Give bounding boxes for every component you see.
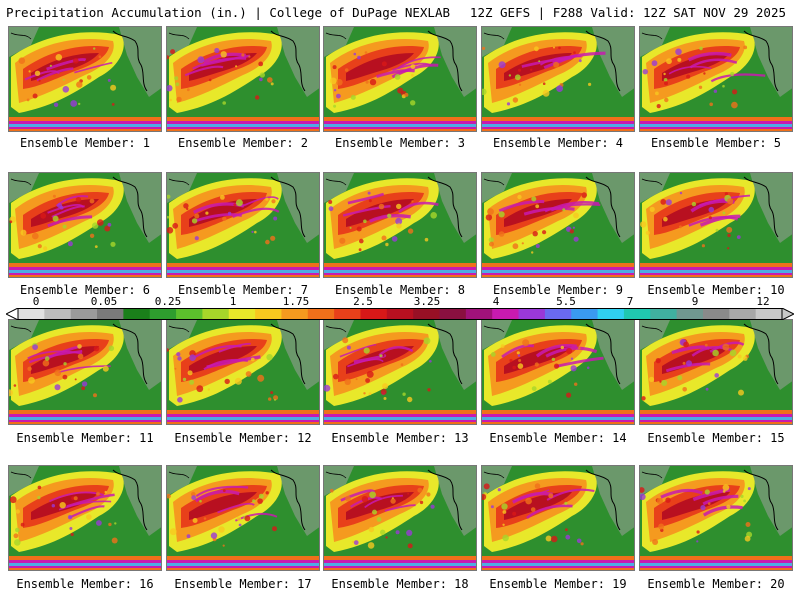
colorbar-swatch xyxy=(413,308,441,320)
colorbar-tick-label: 0.25 xyxy=(154,295,182,308)
colorbar-tick-label: 0.05 xyxy=(90,295,118,308)
ensemble-member-label: Ensemble Member: 1 xyxy=(19,136,151,150)
ensemble-member-map xyxy=(639,319,793,425)
ensemble-member-label: Ensemble Member: 2 xyxy=(177,136,309,150)
ensemble-member-map xyxy=(639,26,793,132)
ensemble-member-map xyxy=(8,319,162,425)
colorbar-tick-label: 0 xyxy=(32,295,40,308)
colorbar-tick-label: 2.5 xyxy=(353,295,373,308)
colorbar-swatch xyxy=(492,308,520,320)
ensemble-member-label: Ensemble Member: 12 xyxy=(174,431,312,445)
colorbar-tick-label: 5.5 xyxy=(556,295,576,308)
colorbar-swatch xyxy=(676,308,704,320)
colorbar-swatch xyxy=(18,308,45,320)
colorbar-tick-label: 1 xyxy=(229,295,237,308)
ensemble-member-label: Ensemble Member: 11 xyxy=(16,431,154,445)
ensemble-member-label: Ensemble Member: 14 xyxy=(489,431,627,445)
ensemble-member-map xyxy=(323,172,477,278)
colorbar-swatch xyxy=(228,308,256,320)
map-title: Precipitation Accumulation (in.) | Colle… xyxy=(6,5,451,20)
colorbar-swatch xyxy=(702,308,730,320)
ensemble-member-map xyxy=(166,319,320,425)
colorbar-swatch xyxy=(623,308,651,320)
colorbar-left-arrow xyxy=(6,308,19,320)
ensemble-member-label: Ensemble Member: 13 xyxy=(331,431,469,445)
ensemble-member-label: Ensemble Member: 19 xyxy=(489,577,627,591)
colorbar-swatch xyxy=(307,308,335,320)
ensemble-member-map xyxy=(481,465,635,571)
model-run-valid-time: 12Z GEFS | F288 Valid: 12Z SAT NOV 29 20… xyxy=(469,5,786,20)
ensemble-member-label: Ensemble Member: 5 xyxy=(650,136,782,150)
ensemble-member-map xyxy=(323,319,477,425)
ensemble-member-map xyxy=(639,465,793,571)
ensemble-member-label: Ensemble Member: 4 xyxy=(492,136,624,150)
ensemble-member-map xyxy=(8,26,162,132)
colorbar-swatch xyxy=(597,308,625,320)
colorbar-tick-label: 9 xyxy=(691,295,699,308)
colorbar-tick-label: 4 xyxy=(492,295,500,308)
colorbar-swatch xyxy=(70,308,98,320)
colorbar-swatch xyxy=(571,308,599,320)
ensemble-member-label: Ensemble Member: 10 xyxy=(647,283,785,297)
colorbar-right-arrow xyxy=(781,308,794,320)
colorbar-swatch xyxy=(176,308,203,320)
ensemble-member-label: Ensemble Member: 16 xyxy=(16,577,154,591)
colorbar-swatch xyxy=(255,308,282,320)
colorbar-tick-label: 1.75 xyxy=(282,295,310,308)
colorbar-swatch xyxy=(729,308,757,320)
colorbar-swatch xyxy=(123,308,151,320)
ensemble-member-map xyxy=(481,172,635,278)
colorbar-swatch xyxy=(149,308,177,320)
ensemble-member-map xyxy=(639,172,793,278)
colorbar-tick-label: 3.25 xyxy=(413,295,441,308)
ensemble-member-map xyxy=(166,26,320,132)
ensemble-member-label: Ensemble Member: 18 xyxy=(331,577,469,591)
colorbar-swatch xyxy=(334,308,361,320)
ensemble-member-map xyxy=(166,465,320,571)
ensemble-member-label: Ensemble Member: 9 xyxy=(492,283,624,297)
colorbar-swatch xyxy=(755,308,783,320)
colorbar-tick-label: 12 xyxy=(756,295,770,308)
ensemble-member-map xyxy=(481,319,635,425)
colorbar-swatch xyxy=(465,308,493,320)
ensemble-member-map xyxy=(166,172,320,278)
colorbar-swatch xyxy=(386,308,414,320)
ensemble-member-map xyxy=(323,26,477,132)
colorbar-swatch xyxy=(97,308,124,320)
ensemble-member-label: Ensemble Member: 20 xyxy=(647,577,785,591)
ensemble-member-label: Ensemble Member: 7 xyxy=(177,283,309,297)
colorbar-swatch xyxy=(439,308,467,320)
ensemble-member-map xyxy=(8,172,162,278)
ensemble-member-label: Ensemble Member: 15 xyxy=(647,431,785,445)
colorbar-swatch xyxy=(281,308,309,320)
colorbar-tick-label: 7 xyxy=(626,295,634,308)
ensemble-member-label: Ensemble Member: 8 xyxy=(334,283,466,297)
colorbar-swatch xyxy=(518,308,546,320)
colorbar xyxy=(6,308,794,320)
colorbar-swatch xyxy=(360,308,388,320)
ensemble-member-map xyxy=(8,465,162,571)
colorbar-swatch xyxy=(44,308,72,320)
colorbar-swatch xyxy=(544,308,572,320)
ensemble-member-label: Ensemble Member: 6 xyxy=(19,283,151,297)
ensemble-member-map xyxy=(481,26,635,132)
ensemble-member-label: Ensemble Member: 3 xyxy=(334,136,466,150)
colorbar-swatch xyxy=(202,308,230,320)
colorbar-swatch xyxy=(650,308,678,320)
ensemble-member-label: Ensemble Member: 17 xyxy=(174,577,312,591)
ensemble-member-map xyxy=(323,465,477,571)
